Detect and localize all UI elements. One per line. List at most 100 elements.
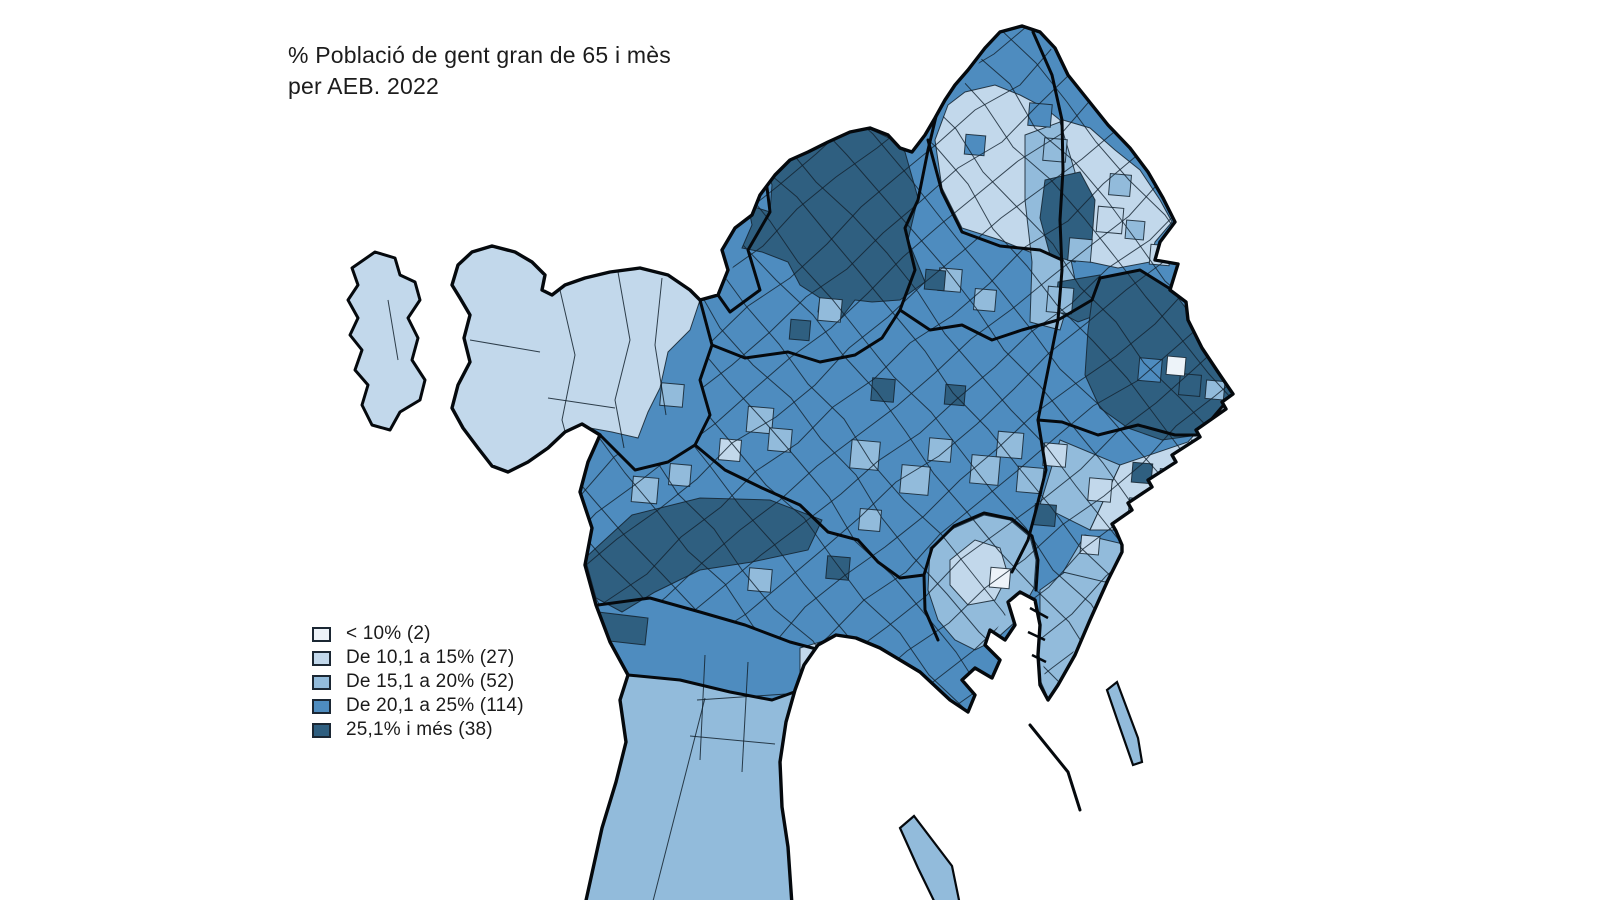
district-border: [710, 308, 1060, 364]
aeb-boundary-line: [696, 693, 787, 701]
aeb-cell: [892, 692, 918, 718]
aeb-cell: [817, 297, 843, 323]
marina-dock: [1029, 606, 1049, 620]
aeb-cell: [923, 268, 947, 292]
district-border: [693, 443, 860, 542]
legend-label: De 20,1 a 25% (114): [346, 695, 524, 716]
aeb-boundary-line: [580, 92, 1233, 712]
aeb-cell: [788, 318, 812, 342]
aeb-boundary-line: [689, 735, 776, 745]
map-legend: < 10% (2) De 10,1 a 15% (27) De 15,1 a 2…: [312, 622, 524, 742]
aeb-boundary-line: [580, 168, 1233, 712]
aeb-cell: [717, 437, 743, 463]
aeb-cell: [1204, 379, 1226, 401]
aeb-boundary-line: [693, 26, 1233, 680]
map-svg: [346, 24, 1235, 900]
aeb-boundary-line: [580, 112, 1044, 712]
aeb-cell: [849, 439, 881, 471]
aeb-cell: [1095, 205, 1125, 235]
aeb-cell: [1124, 219, 1146, 241]
legend-item-5: 25,1% i més (38): [312, 718, 524, 742]
aeb-cell: [870, 377, 896, 403]
legend-swatch: [312, 722, 331, 738]
island-outline: [346, 250, 427, 432]
aeb-boundary-line: [580, 26, 1156, 712]
aeb-cell: [899, 464, 931, 496]
aeb-boundary-line: [654, 277, 667, 416]
marina-dock: [1031, 653, 1047, 664]
aeb-boundary-line: [642, 26, 1233, 712]
aeb-cell: [1042, 442, 1068, 468]
legend-item-2: De 10,1 a 15% (27): [312, 646, 524, 670]
district-border: [922, 511, 1040, 642]
district-border: [626, 673, 802, 702]
legend-swatch: [312, 650, 331, 666]
map-title-line2: per AEB. 2022: [288, 73, 439, 99]
aeb-cell: [630, 475, 660, 505]
map-title-line1: % Població de gent gran de 65 i mès: [288, 42, 671, 68]
legend-label: < 10% (2): [346, 623, 431, 644]
aeb-boundary-line: [609, 26, 1233, 712]
port-pier: [898, 814, 961, 900]
aeb-region-zona-franca: [584, 674, 801, 900]
legend-item-4: De 20,1 a 25% (114): [312, 694, 524, 718]
map-regions: [348, 84, 1233, 900]
city-outline: [450, 24, 1235, 900]
aeb-cell: [927, 437, 953, 463]
aeb-boundary-line: [580, 26, 1223, 633]
aeb-cell: [988, 566, 1012, 590]
port-breakwater: [1028, 723, 1082, 812]
aeb-cell: [1067, 237, 1093, 263]
legend-label: De 15,1 a 20% (52): [346, 671, 515, 692]
legend-swatch: [312, 674, 331, 690]
legend-item-1: < 10% (2): [312, 622, 524, 646]
map-title: % Població de gent gran de 65 i mès per A…: [288, 40, 671, 102]
aeb-cell: [972, 287, 998, 313]
aeb-cell: [995, 430, 1025, 460]
aeb-boundary-line: [666, 26, 1233, 704]
legend-swatch: [312, 698, 331, 714]
aeb-region-dark-sants-band: [584, 497, 823, 613]
aeb-cell: [1177, 372, 1203, 398]
aeb-boundary-line: [741, 661, 749, 773]
aeb-boundary-line: [547, 397, 616, 409]
district-border: [856, 538, 926, 580]
aeb-cell: [747, 567, 773, 593]
aeb-cell: [1137, 527, 1163, 553]
aeb-boundary-line: [580, 43, 1130, 712]
aeb-cell: [659, 382, 685, 408]
port-pier: [1105, 680, 1144, 767]
aeb-cell: [963, 133, 987, 157]
aeb-boundary-line: [589, 26, 1233, 712]
aeb-boundary-line: [857, 651, 869, 753]
aeb-cell: [969, 454, 1001, 486]
aeb-boundary-line: [387, 299, 399, 361]
aeb-boundary-line: [718, 26, 1233, 663]
aeb-boundary-line: [580, 26, 1233, 665]
aeb-boundary-line: [469, 339, 541, 353]
aeb-boundary-line: [580, 133, 1022, 712]
district-border: [598, 298, 714, 472]
aeb-cell: [1165, 355, 1187, 377]
aeb-region-barceloneta: [1037, 571, 1109, 699]
aeb-boundary-line: [580, 26, 1207, 712]
aeb-cell: [667, 462, 693, 488]
barcelona-choropleth-map: [300, 20, 1260, 900]
aeb-cell: [1107, 172, 1133, 198]
aeb-boundary-line: [610, 228, 1233, 712]
aeb-boundary-line: [651, 697, 706, 900]
district-border: [926, 138, 1064, 262]
aeb-boundary-line: [580, 26, 1178, 712]
aeb-cell: [1027, 102, 1053, 128]
aeb-boundary-line: [614, 271, 631, 449]
legend-swatch: [312, 626, 331, 642]
marina-dock: [1027, 630, 1046, 642]
legend-item-3: De 15,1 a 20% (52): [312, 670, 524, 694]
legend-label: 25,1% i més (38): [346, 719, 493, 740]
aeb-boundary-line: [580, 118, 1233, 712]
legend-label: De 10,1 a 15% (27): [346, 647, 515, 668]
aeb-boundary-line: [588, 201, 1233, 712]
aeb-boundary-line: [580, 90, 1079, 712]
aeb-boundary-line: [580, 144, 1233, 712]
aeb-boundary-line: [741, 26, 1233, 639]
